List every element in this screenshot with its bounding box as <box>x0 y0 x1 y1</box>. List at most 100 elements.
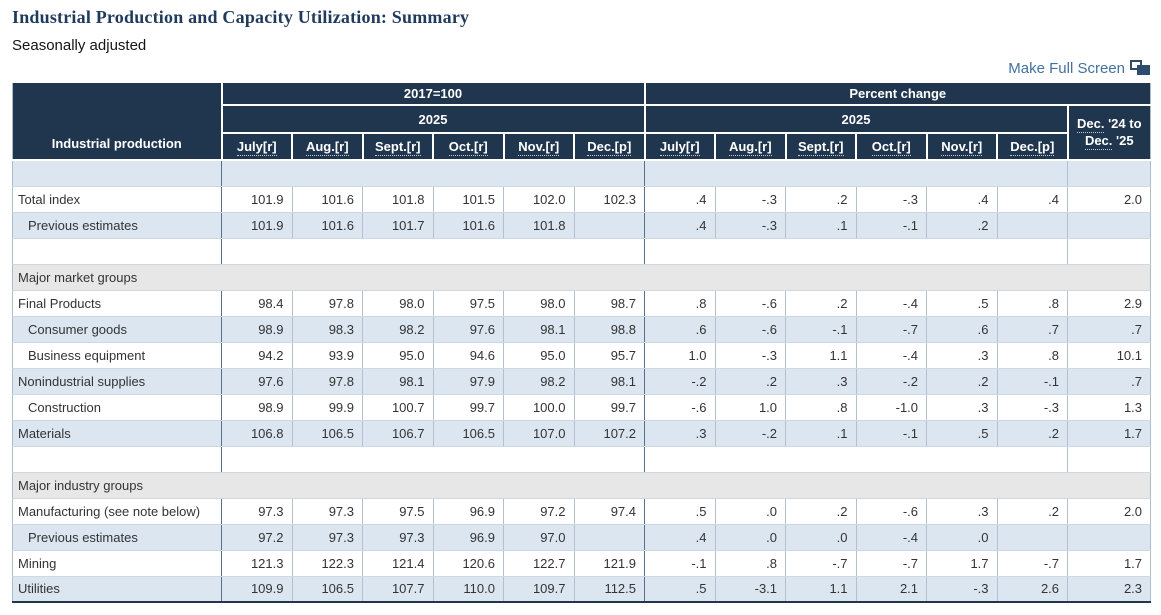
pct-value: .2 <box>926 212 998 239</box>
pct-value: .3 <box>926 394 998 421</box>
index-value: 94.6 <box>433 342 504 369</box>
pct-value: .2 <box>785 498 857 525</box>
index-month-header: Dec.[p] <box>573 132 646 161</box>
spacer-row <box>12 160 1151 187</box>
spacer-index-cell <box>221 238 646 265</box>
index-value: 106.5 <box>292 576 363 603</box>
make-full-screen-link[interactable]: Make Full Screen <box>1008 60 1150 77</box>
index-value: 106.8 <box>221 420 293 447</box>
table-row: Materials 106.8 106.5 106.7 106.5 107.0 107.2.… <box>12 420 1151 447</box>
index-value: 101.9 <box>221 212 293 239</box>
index-value: 97.3 <box>292 524 363 551</box>
row-label: Manufacturing (see note below) <box>12 498 222 525</box>
header-row-years: 2025 2025 Dec. '24 to Dec. '25 <box>13 104 1151 161</box>
pct-value: -.2 <box>644 368 716 395</box>
spacer-label-cell <box>12 238 222 265</box>
index-group-header: 2017=100 <box>220 83 646 106</box>
pct-value: .4 <box>926 186 998 213</box>
pct-value: .2 <box>926 368 998 395</box>
row-label: Materials <box>12 420 222 447</box>
index-value: 100.7 <box>362 394 434 421</box>
index-value: 112.5 <box>574 576 646 603</box>
index-value: 101.6 <box>292 212 363 239</box>
table-row: Total index 101.9 101.6 101.8 101.5 102.0 102.… <box>12 186 1151 213</box>
percent-change-group-header: Percent change <box>643 83 1151 106</box>
pct-value: -.6 <box>715 316 787 343</box>
index-value: 101.9 <box>221 186 293 213</box>
month-header-label: Nov.[r] <box>941 139 983 156</box>
index-value: 98.2 <box>503 368 575 395</box>
index-value: 120.6 <box>433 550 504 577</box>
index-value: 98.7 <box>574 290 646 317</box>
pct-value: 1.1 <box>785 576 857 603</box>
pct-value: -.1 <box>856 420 928 447</box>
index-value: 97.6 <box>221 368 293 395</box>
table-row: Construction 98.9 99.9 100.7 99.7 100.0 99.7 -.… <box>12 394 1151 421</box>
pct-value: .8 <box>997 342 1069 369</box>
index-value: 98.4 <box>221 290 293 317</box>
pct-value: -.7 <box>785 550 857 577</box>
pct-value: -.1 <box>644 550 716 577</box>
table-body: Total index 101.9 101.6 101.8 101.5 102.0 102.… <box>12 160 1151 603</box>
index-value: 106.5 <box>292 420 363 447</box>
pct-value: .4 <box>644 186 716 213</box>
pct-value: -.3 <box>715 212 787 239</box>
pct-value: -.2 <box>715 420 787 447</box>
pct-value: -1.0 <box>856 394 928 421</box>
row-header-label: Industrial production <box>12 83 223 161</box>
spacer-index-cell <box>221 160 646 187</box>
fullscreen-row: Make Full Screen <box>12 59 1150 81</box>
row-label: Mining <box>12 550 222 577</box>
spacer-row <box>12 446 1151 473</box>
index-value: 97.2 <box>221 524 293 551</box>
pct-value: .8 <box>715 550 787 577</box>
index-value: 96.9 <box>433 524 504 551</box>
month-header-label: Oct.[r] <box>448 139 488 156</box>
index-value: 97.2 <box>503 498 575 525</box>
fullscreen-icon-front <box>1137 65 1150 75</box>
pct-value: .2 <box>785 186 857 213</box>
index-value: 121.3 <box>221 550 293 577</box>
index-value: 122.3 <box>292 550 363 577</box>
pct-value: .2 <box>997 498 1069 525</box>
index-value: 97.3 <box>221 498 293 525</box>
section-label: Major market groups <box>12 264 1151 291</box>
index-month-header: Sept.[r] <box>361 132 434 161</box>
index-value: 93.9 <box>292 342 363 369</box>
index-value <box>574 212 646 239</box>
month-header-label: Aug.[r] <box>728 139 772 156</box>
pct-value: .4 <box>997 186 1069 213</box>
index-value: 121.4 <box>362 550 434 577</box>
index-value: 100.0 <box>503 394 575 421</box>
yoy-value: .7 <box>1067 316 1151 343</box>
index-value: 106.7 <box>362 420 434 447</box>
pct-value: .2 <box>997 420 1069 447</box>
section-row: Major industry groups <box>12 472 1151 499</box>
month-header-label: July[r] <box>659 139 700 156</box>
index-value <box>574 524 646 551</box>
spacer-label-cell <box>12 160 222 187</box>
yoy-value: 1.7 <box>1067 550 1151 577</box>
yoy-header-dec25: Dec. <box>1084 133 1113 150</box>
index-value: 97.6 <box>433 316 504 343</box>
pct-value: .2 <box>785 290 857 317</box>
pct-value: -.3 <box>715 342 787 369</box>
pct-value: -.6 <box>644 394 716 421</box>
index-value: 121.9 <box>574 550 646 577</box>
pct-value: -.4 <box>856 342 928 369</box>
index-value: 95.0 <box>503 342 575 369</box>
pct-value: .8 <box>997 290 1069 317</box>
pct-month-header: Oct.[r] <box>855 132 928 161</box>
spacer-row <box>12 238 1151 265</box>
table-row: Final Products 98.4 97.8 98.0 97.5 98.0 98.7.8… <box>12 290 1151 317</box>
page-title: Industrial Production and Capacity Utili… <box>12 7 470 27</box>
pct-value: .4 <box>644 212 716 239</box>
fullscreen-icon <box>1130 60 1150 75</box>
spacer-yoy-cell <box>1067 160 1151 187</box>
pct-value: 1.7 <box>926 550 998 577</box>
pct-value: .1 <box>785 420 857 447</box>
spacer-yoy-cell <box>1067 238 1151 265</box>
index-value: 101.6 <box>292 186 363 213</box>
yoy-header-dec24: Dec. <box>1077 116 1105 133</box>
pct-value: -.7 <box>856 316 928 343</box>
